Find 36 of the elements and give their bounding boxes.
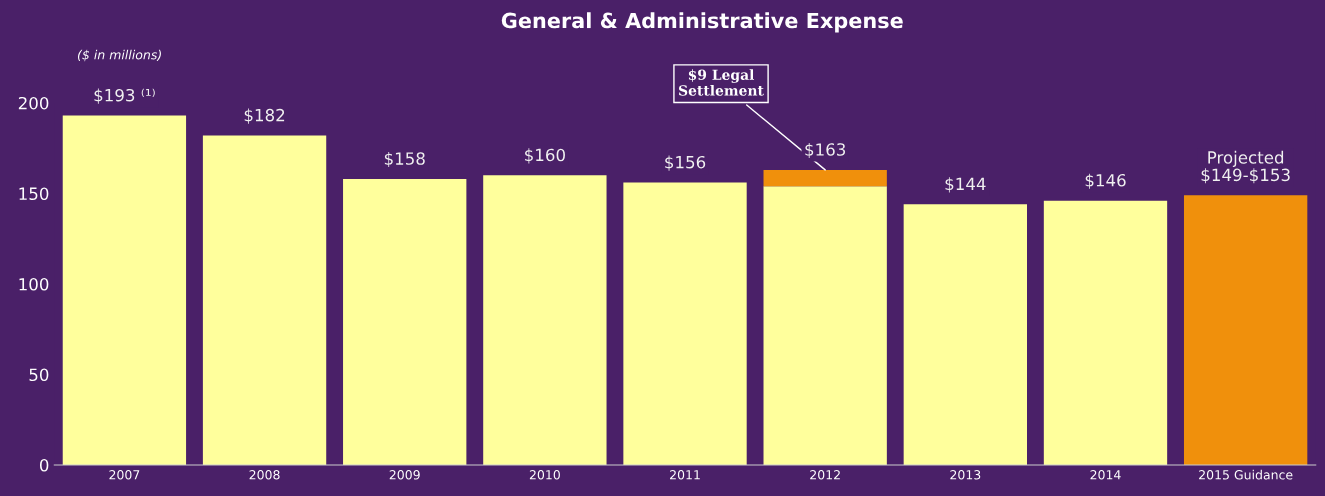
total-label: $146 bbox=[1085, 173, 1126, 189]
x-tick-label: 2007 bbox=[109, 470, 140, 480]
bar bbox=[1183, 195, 1308, 465]
bar bbox=[62, 115, 187, 465]
x-tick-label: 2012 bbox=[810, 470, 840, 480]
x-tick-label: 2009 bbox=[389, 470, 420, 480]
text: ($ in millions) bbox=[78, 49, 161, 62]
bar bbox=[763, 169, 887, 187]
y-tick-label: 100 bbox=[19, 277, 49, 291]
y-tick-label: 150 bbox=[19, 187, 49, 201]
x-tick-label: 2008 bbox=[249, 470, 280, 480]
bar bbox=[623, 182, 747, 465]
total-label: Projected $149-$153 bbox=[1201, 150, 1290, 184]
total-label: $158 bbox=[384, 151, 425, 168]
bar bbox=[903, 204, 1027, 465]
y-tick-label: 0 bbox=[39, 458, 49, 472]
total-label: $144 bbox=[945, 177, 986, 193]
bar bbox=[202, 135, 327, 465]
x-tick-label: 2013 bbox=[950, 470, 981, 480]
bar bbox=[483, 175, 607, 465]
bar bbox=[1043, 200, 1168, 465]
x-tick-label: 2010 bbox=[529, 470, 560, 480]
x-tick-label: 2014 bbox=[1090, 470, 1121, 480]
total-label: $193 ⁽¹⁾ bbox=[94, 88, 155, 104]
total-label: $182 bbox=[244, 108, 285, 124]
bar bbox=[763, 186, 887, 465]
total-label: $160 bbox=[525, 148, 565, 164]
annotation: $9 Legal Settlement bbox=[679, 69, 764, 96]
y-tick-label: 200 bbox=[18, 96, 49, 110]
y-tick-label: 50 bbox=[29, 368, 49, 382]
total-label: $163 bbox=[805, 142, 846, 159]
x-tick-label: 2015 Guidance bbox=[1199, 469, 1293, 480]
bar bbox=[343, 178, 467, 465]
chart-title: General & Administrative Expense bbox=[501, 12, 903, 33]
total-label: $156 bbox=[665, 155, 706, 171]
x-tick-label: 2011 bbox=[670, 470, 700, 480]
